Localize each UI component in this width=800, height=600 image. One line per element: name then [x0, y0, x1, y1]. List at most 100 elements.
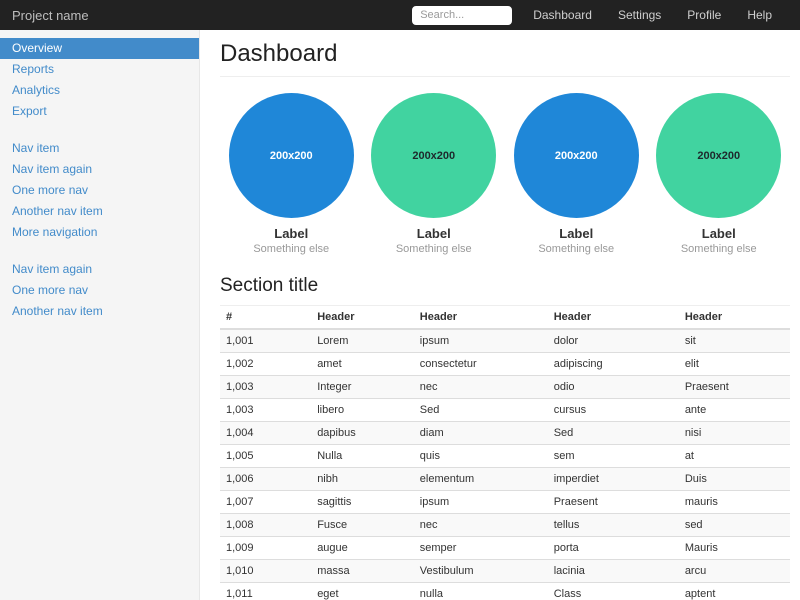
sidebar: Overview Reports Analytics Export Nav item Na…	[0, 30, 200, 600]
sidebar-item-label[interactable]: Reports	[12, 62, 55, 76]
table-cell: libero	[311, 398, 414, 422]
sidebar-item-nav-item-again[interactable]: Nav item again	[0, 259, 199, 280]
placeholder-sublabel: Something else	[680, 243, 757, 255]
placeholder-3: 200x200 Label Something else	[505, 93, 648, 255]
table-cell: Sed	[413, 398, 548, 422]
table-cell: 1,006	[220, 467, 312, 491]
placeholder-4: 200x200 Label Something else	[648, 93, 791, 255]
table-cell: ante	[678, 398, 790, 422]
table-cell: sit	[678, 328, 790, 353]
table-cell: aptent	[678, 582, 790, 600]
sidebar-item-label[interactable]: Nav item again	[12, 162, 93, 176]
sidebar-item-another-nav-item[interactable]: Another nav item	[0, 301, 199, 322]
top-nav-links: Dashboard Settings Profile Help	[520, 8, 785, 22]
table-cell: 1,011	[220, 582, 312, 600]
table-row: 1,005 Nulla quis sem at	[220, 444, 790, 468]
top-link-dashboard[interactable]: Dashboard	[533, 8, 592, 22]
sidebar-item-label[interactable]: Nav item again	[12, 262, 93, 276]
sidebar-item-one-more-nav[interactable]: One more nav	[0, 280, 199, 301]
table-cell: Mauris	[678, 536, 790, 560]
sidebar-item-overview[interactable]: Overview	[0, 38, 199, 59]
table-header-row: # Header Header Header Header	[220, 306, 790, 330]
table-cell: sem	[547, 444, 679, 468]
sidebar-item-label[interactable]: Overview	[0, 38, 199, 59]
placeholder-image: 200x200	[371, 93, 497, 218]
table-cell: quis	[413, 444, 548, 468]
table-cell: elementum	[413, 467, 548, 491]
section-title: Section title	[220, 275, 790, 306]
sidebar-item-one-more-nav[interactable]: One more nav	[0, 180, 199, 201]
table-row: 1,011 eget nulla Class aptent	[220, 582, 790, 600]
placeholder-1: 200x200 Label Something else	[220, 93, 363, 255]
table-cell: at	[678, 444, 790, 468]
placeholder-label: Label	[416, 226, 451, 241]
table-cell: 1,008	[220, 513, 312, 537]
table-row: 1,006 nibh elementum imperdiet Duis	[220, 467, 790, 491]
sidebar-item-nav-item[interactable]: Nav item	[0, 138, 199, 159]
table-cell: 1,007	[220, 490, 312, 514]
sidebar-item-label[interactable]: Analytics	[12, 83, 61, 97]
table-cell: sagittis	[311, 490, 414, 514]
sidebar-item-analytics[interactable]: Analytics	[0, 80, 199, 101]
table-cell: odio	[547, 375, 679, 399]
page-title: Dashboard	[220, 40, 790, 77]
placeholder-label: Label	[559, 226, 594, 241]
table-cell: Vestibulum	[413, 559, 548, 583]
search-input[interactable]	[412, 5, 513, 25]
table-cell: augue	[311, 536, 414, 560]
sidebar-item-label[interactable]: Export	[12, 104, 47, 118]
top-link-help[interactable]: Help	[747, 8, 772, 22]
table-cell: tellus	[547, 513, 679, 537]
table-row: 1,008 Fusce nec tellus sed	[220, 513, 790, 537]
placeholder-image: 200x200	[228, 93, 354, 218]
table-cell: dapibus	[311, 421, 414, 445]
sidebar-item-reports[interactable]: Reports	[0, 59, 199, 80]
table-cell: 1,005	[220, 444, 312, 468]
table-cell: Lorem	[311, 328, 414, 353]
top-link-settings[interactable]: Settings	[617, 8, 662, 22]
sidebar-item-label[interactable]: One more nav	[12, 183, 89, 197]
table-cell: 1,009	[220, 536, 312, 560]
sidebar-item-another-nav-item[interactable]: Another nav item	[0, 201, 199, 222]
placeholder-row: 200x200 Label Something else 200x200 Label So…	[220, 93, 790, 255]
table-row: 1,010 massa Vestibulum lacinia arcu	[220, 559, 790, 583]
sidebar-item-label[interactable]: Another nav item	[12, 304, 103, 318]
table-cell: Duis	[678, 467, 790, 491]
table-header-cell: Header	[678, 306, 790, 330]
placeholder-2: 200x200 Label Something else	[363, 93, 506, 255]
brand-link[interactable]: Project name	[12, 7, 89, 23]
table-cell: diam	[413, 421, 548, 445]
table-header-cell: Header	[547, 306, 679, 330]
sidebar-item-nav-item-again[interactable]: Nav item again	[0, 159, 199, 180]
sidebar-item-label[interactable]: Another nav item	[12, 204, 103, 218]
sidebar-item-export[interactable]: Export	[0, 101, 199, 122]
table-cell: ipsum	[413, 328, 548, 353]
table-cell: mauris	[678, 490, 790, 514]
table-cell: eget	[311, 582, 414, 600]
sidebar-item-label[interactable]: One more nav	[12, 283, 89, 297]
table-cell: lacinia	[547, 559, 679, 583]
placeholder-sublabel: Something else	[538, 243, 615, 255]
top-link-profile[interactable]: Profile	[687, 8, 722, 22]
table-cell: 1,001	[220, 328, 312, 353]
table-cell: arcu	[678, 559, 790, 583]
table-cell: porta	[547, 536, 679, 560]
table-header-cell: #	[220, 306, 312, 330]
navbar-right: Dashboard Settings Profile Help	[412, 5, 800, 25]
sidebar-item-more-navigation[interactable]: More navigation	[0, 222, 199, 243]
table-cell: sed	[678, 513, 790, 537]
table-header-cell: Header	[413, 306, 548, 330]
placeholder-image: 200x200	[656, 93, 782, 218]
table-cell: imperdiet	[547, 467, 679, 491]
table-cell: nulla	[413, 582, 548, 600]
table-cell: Nulla	[311, 444, 414, 468]
table-cell: Class	[547, 582, 679, 600]
table-cell: amet	[311, 352, 414, 376]
main-content: Dashboard 200x200 Label Something else 200x…	[200, 30, 800, 600]
table-cell: ipsum	[413, 490, 548, 514]
table-cell: 1,003	[220, 375, 312, 399]
table-cell: 1,002	[220, 352, 312, 376]
sidebar-item-label[interactable]: Nav item	[12, 141, 60, 155]
sidebar-item-label[interactable]: More navigation	[12, 225, 98, 239]
table-cell: Sed	[547, 421, 679, 445]
